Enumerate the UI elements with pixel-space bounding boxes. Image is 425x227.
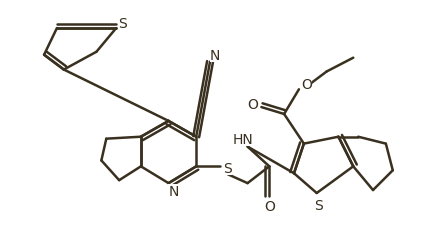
Text: O: O bbox=[301, 78, 312, 92]
Text: N: N bbox=[168, 184, 178, 198]
Text: O: O bbox=[247, 98, 258, 112]
Text: S: S bbox=[224, 162, 232, 175]
Text: HN: HN bbox=[233, 132, 253, 146]
Text: O: O bbox=[264, 199, 275, 213]
Text: N: N bbox=[210, 49, 220, 62]
Text: S: S bbox=[314, 198, 323, 212]
Text: S: S bbox=[118, 17, 127, 31]
